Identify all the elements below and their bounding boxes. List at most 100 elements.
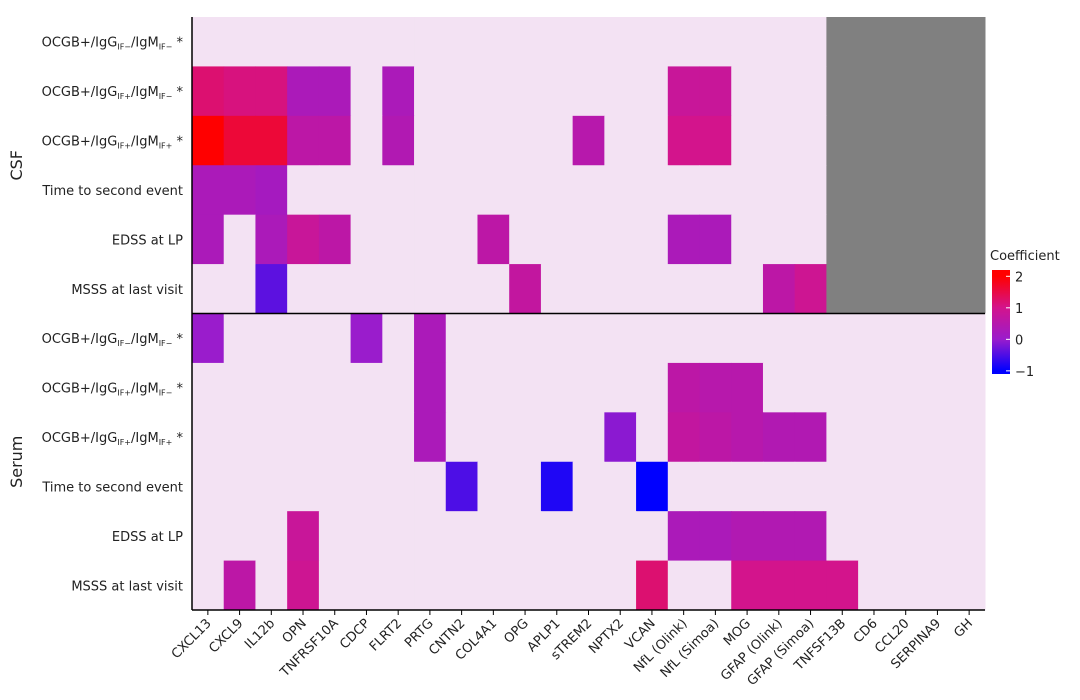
empty-cell	[667, 560, 701, 611]
heat-cell	[794, 511, 827, 562]
colorbar-tick-label: 1	[1015, 302, 1023, 317]
empty-cell	[889, 362, 923, 413]
empty-cell	[731, 214, 764, 265]
empty-cell	[287, 461, 320, 512]
row-label: OCGB+/IgGIF+/IgMIF+ *	[42, 431, 184, 447]
missing-cell	[889, 17, 923, 67]
empty-cell	[192, 412, 225, 463]
empty-cell	[382, 362, 415, 413]
row-label-part: OCGB+/IgG	[42, 332, 118, 347]
heat-cell	[667, 115, 701, 166]
heat-cell	[731, 412, 764, 463]
heat-cell	[223, 560, 256, 611]
empty-cell	[604, 214, 637, 265]
row-label-part: IF+	[159, 438, 173, 447]
empty-cell	[318, 313, 352, 364]
heat-cell	[255, 165, 288, 216]
heat-cell	[667, 412, 701, 463]
empty-cell	[636, 511, 669, 562]
missing-cell	[953, 17, 986, 67]
empty-cell	[667, 313, 701, 364]
panel-label: Serum	[7, 436, 26, 488]
empty-cell	[350, 511, 383, 562]
heat-cell	[255, 264, 288, 314]
missing-cell	[826, 214, 859, 265]
empty-cell	[382, 412, 415, 463]
heat-cell	[223, 165, 256, 216]
empty-cell	[540, 66, 574, 117]
empty-cell	[826, 412, 859, 463]
row-label-part: EDSS at LP	[112, 530, 183, 545]
row-label-part: OCGB+/IgG	[42, 431, 118, 446]
empty-cell	[762, 461, 796, 512]
empty-cell	[921, 412, 954, 463]
missing-cell	[858, 264, 891, 314]
empty-cell	[921, 362, 954, 413]
empty-cell	[477, 313, 510, 364]
empty-cell	[667, 17, 701, 67]
empty-cell	[540, 115, 574, 166]
empty-cell	[477, 560, 510, 611]
empty-cell	[223, 511, 256, 562]
empty-cell	[540, 412, 574, 463]
heat-cell	[255, 214, 288, 265]
empty-cell	[318, 511, 352, 562]
missing-cell	[858, 17, 891, 67]
empty-cell	[699, 165, 732, 216]
empty-cell	[636, 214, 669, 265]
empty-cell	[477, 412, 510, 463]
empty-cell	[445, 511, 478, 562]
empty-cell	[572, 412, 605, 463]
missing-cell	[921, 66, 954, 117]
empty-cell	[223, 461, 256, 512]
empty-cell	[699, 17, 732, 67]
missing-cell	[953, 165, 986, 216]
heat-cell	[667, 511, 701, 562]
empty-cell	[445, 165, 478, 216]
row-label: OCGB+/IgGIF−/IgMIF− *	[42, 36, 184, 52]
empty-cell	[572, 165, 605, 216]
empty-cell	[794, 313, 827, 364]
heat-cell	[699, 412, 732, 463]
empty-cell	[255, 511, 288, 562]
empty-cell	[192, 560, 225, 611]
empty-cell	[350, 115, 383, 166]
missing-cell	[889, 165, 923, 216]
empty-cell	[667, 461, 701, 512]
empty-cell	[255, 560, 288, 611]
empty-cell	[382, 165, 415, 216]
empty-cell	[477, 66, 510, 117]
empty-cell	[572, 66, 605, 117]
empty-cell	[509, 214, 542, 265]
row-label-part: IF+	[159, 142, 173, 151]
empty-cell	[572, 313, 605, 364]
empty-cell	[794, 214, 827, 265]
empty-cell	[350, 66, 383, 117]
empty-cell	[287, 362, 320, 413]
row-label-part: IF−	[159, 43, 173, 52]
empty-cell	[192, 17, 225, 67]
empty-cell	[794, 17, 827, 67]
missing-cell	[889, 214, 923, 265]
empty-cell	[636, 313, 669, 364]
row-label-part: OCGB+/IgG	[42, 85, 118, 100]
row-label-part: IF+	[117, 389, 131, 398]
row-label-part: OCGB+/IgG	[42, 135, 118, 150]
empty-cell	[192, 461, 225, 512]
x-tick-label: FLRT2	[367, 616, 405, 654]
empty-cell	[889, 511, 923, 562]
empty-cell	[604, 560, 637, 611]
empty-cell	[509, 313, 542, 364]
empty-cell	[223, 214, 256, 265]
empty-cell	[414, 511, 447, 562]
row-label-part: IF−	[159, 389, 173, 398]
empty-cell	[382, 461, 415, 512]
empty-cell	[636, 66, 669, 117]
x-tick-label: CXCL9	[206, 616, 246, 656]
row-label-part: /IgM	[131, 431, 159, 446]
row-label-part: *	[172, 382, 183, 397]
empty-cell	[858, 511, 891, 562]
empty-cell	[604, 313, 637, 364]
heat-cell	[382, 115, 415, 166]
heat-cell	[762, 511, 796, 562]
